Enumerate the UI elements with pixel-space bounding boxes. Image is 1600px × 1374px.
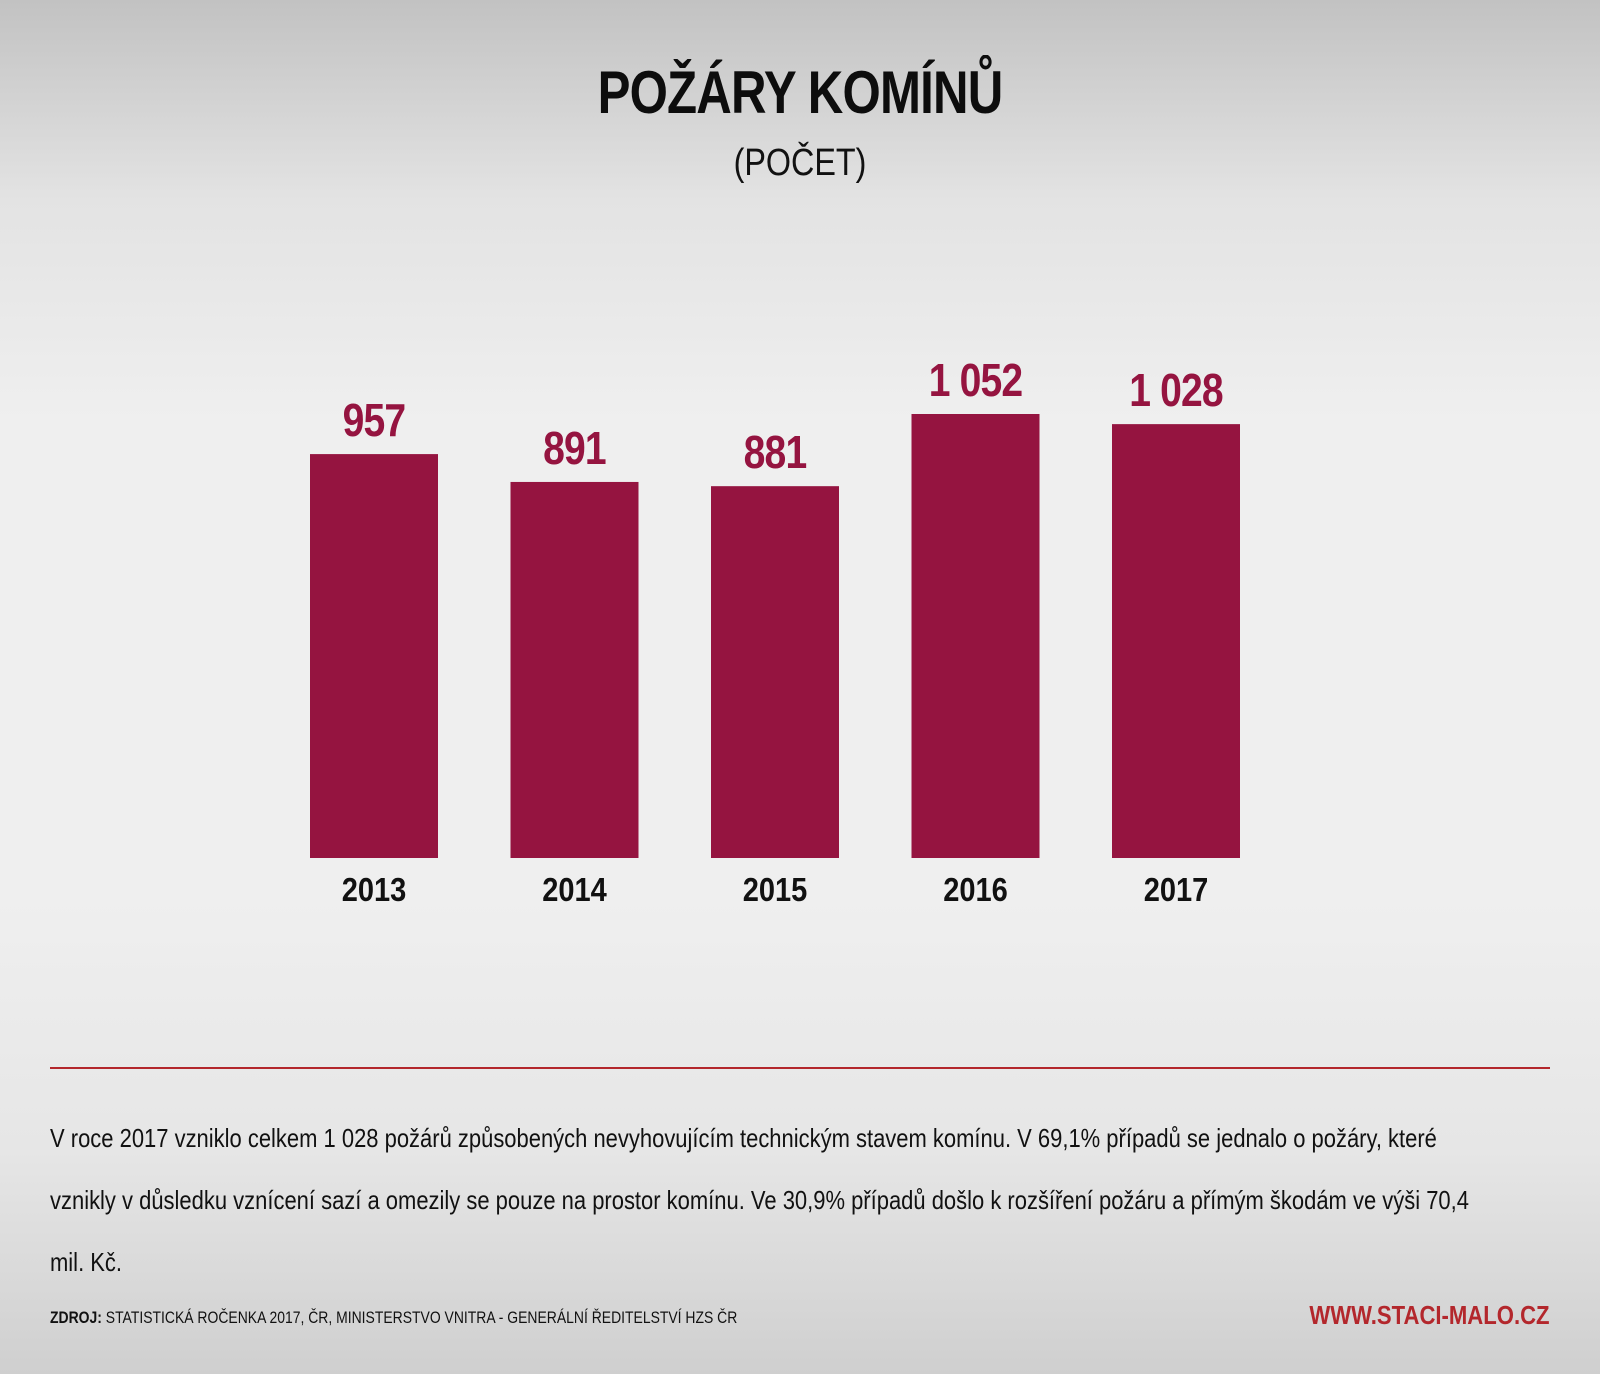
website-link[interactable]: WWW.STACI-MALO.CZ: [1309, 1300, 1550, 1330]
source-text: STATISTICKÁ ROČENKA 2017, ČR, MINISTERST…: [105, 1308, 738, 1327]
x-tick-label-2017: 2017: [1144, 871, 1209, 908]
description-line-3: mil. Kč.: [50, 1247, 123, 1277]
x-tick-label-2016: 2016: [943, 871, 1008, 908]
description-text: V roce 2017 vzniklo celkem 1 028 požárů …: [50, 1092, 1550, 1309]
source-note: ZDROJ: STATISTICKÁ ROČENKA 2017, ČR, MIN…: [50, 1308, 737, 1328]
value-label-2017: 1 028: [1129, 365, 1223, 417]
x-tick-label-2014: 2014: [542, 871, 607, 908]
value-label-2013: 957: [343, 395, 406, 447]
chart-subtitle: (POČET): [733, 142, 867, 184]
bar-2015: [711, 486, 839, 858]
x-tick-label-2013: 2013: [342, 871, 407, 908]
divider-line: [50, 1067, 1550, 1069]
x-tick-label-2015: 2015: [743, 871, 808, 908]
bar-chart: 957 2013 891 2014 881 2015 1 052 2016 1 028 2017: [310, 355, 1240, 908]
description-line-2: vznikly v důsledku vznícení sazí a omezi…: [50, 1185, 1469, 1215]
value-label-2015: 881: [744, 427, 807, 479]
bar-2016: [911, 414, 1040, 858]
value-label-2016: 1 052: [929, 355, 1023, 407]
bar-2017: [1112, 424, 1240, 858]
chart-title: POŽÁRY KOMÍNŮ: [597, 59, 1004, 126]
bar-2013: [310, 454, 438, 858]
description-line-1: V roce 2017 vzniklo celkem 1 028 požárů …: [50, 1123, 1437, 1153]
bar-2014: [510, 481, 639, 858]
value-label-2014: 891: [543, 423, 606, 475]
source-label: ZDROJ:: [50, 1308, 102, 1327]
